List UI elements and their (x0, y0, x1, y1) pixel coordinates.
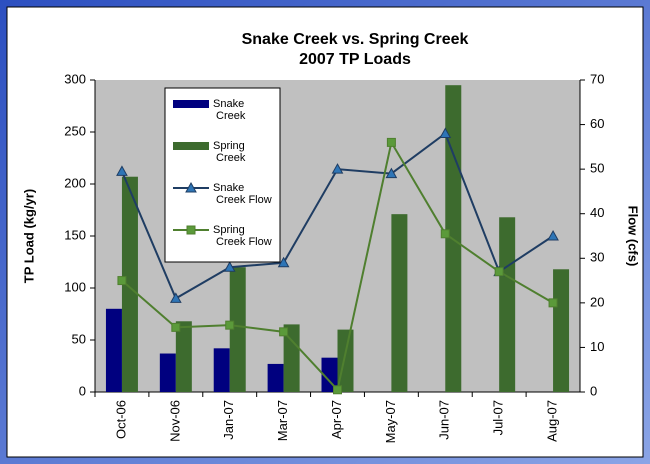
y-tick-label: 250 (64, 123, 86, 138)
bar (105, 308, 122, 392)
x-tick-label: Mar-07 (275, 400, 290, 441)
y2-tick-label: 70 (590, 71, 604, 86)
y2-axis-title: Flow (cfs) (626, 206, 641, 267)
y2-tick-label: 50 (590, 161, 604, 176)
y2-tick-label: 30 (590, 250, 604, 265)
y2-tick-label: 60 (590, 116, 604, 131)
marker (548, 298, 558, 308)
legend-label: Snake Creek Flow (213, 182, 272, 206)
x-tick-label: Nov-06 (167, 400, 182, 442)
x-tick-label: Apr-07 (329, 400, 344, 439)
y-tick-label: 100 (64, 279, 86, 294)
y2-tick-label: 10 (590, 339, 604, 354)
bar (391, 214, 408, 392)
marker (223, 261, 236, 272)
x-tick-label: Jun-07 (437, 400, 452, 440)
chart-title: Snake Creek vs. Spring Creek (242, 31, 469, 48)
y2-tick-label: 0 (590, 383, 597, 398)
bar (175, 321, 192, 392)
marker (439, 127, 452, 138)
x-tick-label: Jan-07 (221, 400, 236, 440)
bar (553, 269, 570, 392)
chart-subtitle: 2007 TP Loads (299, 51, 411, 68)
bar (213, 348, 230, 392)
marker (279, 327, 289, 337)
bar (121, 176, 138, 392)
y2-tick-label: 40 (590, 205, 604, 220)
y-tick-label: 300 (64, 71, 86, 86)
legend-label: Spring Creek Flow (213, 224, 272, 248)
marker (494, 267, 504, 277)
legend-marker (185, 181, 197, 193)
marker (386, 137, 396, 147)
marker (171, 322, 181, 332)
x-tick-label: Oct-06 (113, 400, 128, 439)
y-tick-label: 200 (64, 175, 86, 190)
marker (331, 163, 344, 174)
y-tick-label: 150 (64, 227, 86, 242)
bar (267, 363, 284, 392)
y-tick-label: 50 (72, 331, 86, 346)
bar (499, 217, 516, 392)
x-tick-label: Jul-07 (491, 400, 506, 435)
marker (385, 167, 398, 179)
x-tick-label: Aug-07 (544, 400, 559, 442)
y2-tick-label: 20 (590, 294, 604, 309)
legend-swatch (173, 142, 209, 150)
y-tick-label: 0 (79, 383, 86, 398)
legend-marker (186, 225, 196, 235)
marker (169, 292, 182, 303)
marker (277, 256, 290, 268)
legend-swatch (173, 100, 209, 108)
marker (116, 165, 128, 176)
legend-label: Spring Creek (213, 140, 246, 164)
bar (159, 353, 176, 392)
marker (333, 385, 342, 395)
x-tick-label: May-07 (383, 400, 398, 443)
marker (225, 320, 235, 330)
marker (440, 229, 450, 239)
y-axis-title: TP Load (kg/yr) (21, 189, 36, 283)
bar (321, 357, 338, 392)
marker (547, 229, 559, 241)
legend-label: Snake Creek (213, 98, 246, 122)
legend (164, 87, 281, 263)
bar (337, 329, 354, 392)
bar (229, 267, 246, 392)
bar (283, 324, 300, 392)
marker (117, 276, 127, 286)
